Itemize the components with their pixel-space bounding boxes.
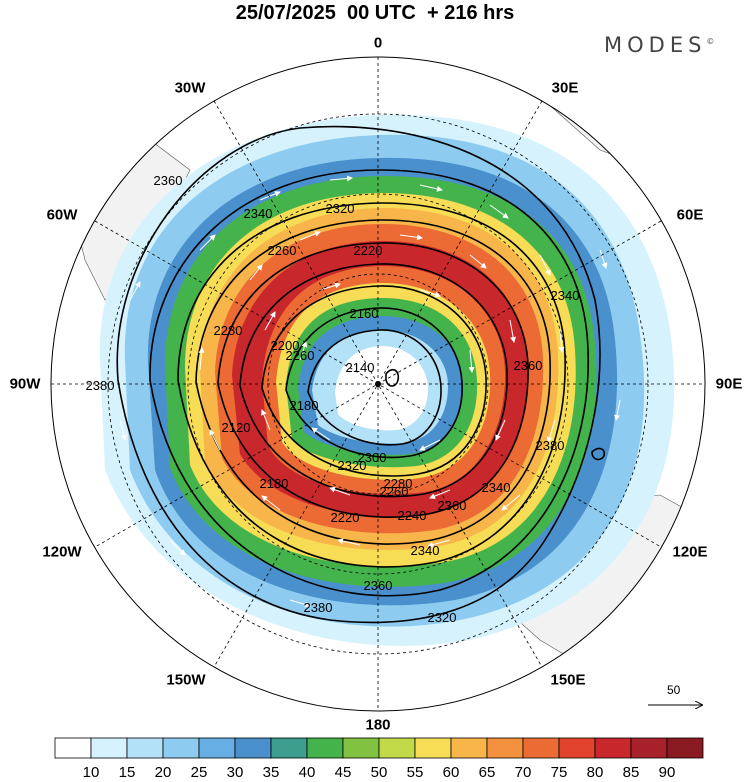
meridian-label-150w: 150W [166,671,206,689]
contour-2140 [307,329,442,446]
meridian-label-90w: 90W [9,375,41,393]
contour-label: 2340 [244,206,273,221]
contour-label: 2280 [384,476,413,491]
meridian-label-120w: 120W [42,543,82,561]
colorbar-swatch [198,737,236,759]
contour-label: 2180 [290,398,319,413]
contour-label: 2260 [286,348,315,363]
colorbar-swatch [414,737,452,759]
contour-label: 2320 [428,610,457,625]
colorbar-tick-label: 75 [550,764,568,781]
colorbar-swatch [342,737,380,759]
meridian-label-90e: 90E [715,375,743,393]
brand-logo: MODES© [604,33,715,57]
contour-label: 2280 [214,323,243,338]
colorbar-swatch [558,737,596,759]
meridian-label-0: 0 [373,34,383,52]
contour-2360 [149,169,590,597]
meridian-label-30w: 30W [174,79,206,97]
contour-label: 2320 [326,201,355,216]
meridian-label-60e: 60E [676,206,704,224]
contour-label: 2120 [222,420,251,435]
contour-label: 2340 [411,543,440,558]
contour-label: 2320 [338,458,367,473]
colorbar-swatch [270,737,308,759]
colorbar-swatch [594,737,632,759]
band-10-core [335,345,428,431]
contour-label: 2300 [358,450,387,465]
colorbar-tick-label: 30 [226,764,244,781]
wind-vectors [119,175,621,608]
contour-label: 2380 [536,438,565,453]
colorbar-tick-label: 40 [298,764,316,781]
contour-label: 2260 [380,484,409,499]
map-boundary [50,56,706,712]
contour-label: 2360 [514,358,543,373]
colorbar-tick-label: 15 [118,764,136,781]
contour-label: 2340 [551,288,580,303]
colorbar-swatch [630,737,668,759]
colorbar-tick-label: 65 [478,764,496,781]
colorbar-swatch [666,737,704,759]
colorbar-swatch [522,737,560,759]
contour-label: 2360 [364,578,393,593]
colorbar [54,737,704,759]
colorbar-swatch [306,737,344,759]
colorbar-tick-label: 50 [370,764,388,781]
colorbar-swatch [54,737,92,759]
colorbar-tick-label: 55 [406,764,424,781]
vector-reference-label: 50 [667,683,681,697]
colorbar-swatch [162,737,200,759]
contour-label: 2160 [350,306,379,321]
contour-label: 2240 [398,508,427,523]
meridian-label-30e: 30E [551,79,579,97]
colorbar-swatch [126,737,164,759]
colorbar-swatch [234,737,272,759]
pole-marker [375,381,381,387]
contour-2120-small [385,368,400,387]
colorbar-tick-label: 60 [442,764,460,781]
contour-label: 2260 [268,243,297,258]
contour-2320 [195,219,551,545]
colorbar-swatch [450,737,488,759]
page-title: 25/07/2025 00 UTC + 216 hrs [235,2,515,24]
meridian-label-120e: 120E [672,543,708,561]
colorbar-swatch [90,737,128,759]
map-disc [74,57,705,701]
contour-2200 [261,285,487,477]
colorbar-tick-label: 45 [334,764,352,781]
contour-label: 2220 [331,510,360,525]
contour-label: 2340 [482,480,511,495]
contour-label: 2220 [354,243,383,258]
contour-2240 [239,263,508,498]
colorbar-tick-label: 25 [190,764,208,781]
contour-label: 2380 [86,378,115,393]
colorbar-swatch [378,737,416,759]
meridian-label-180: 180 [365,716,391,734]
colorbar-tick-label: 80 [586,764,604,781]
colorbar-tick-label: 20 [154,764,172,781]
colorbar-tick-label: 35 [262,764,280,781]
colorbar-swatch [486,737,524,759]
contour-label: 2140 [346,360,375,375]
contour-label: 2200 [271,338,300,353]
colorbar-tick-label: 70 [514,764,532,781]
contour-2380 [116,125,601,624]
meridian-label-150e: 150E [550,671,586,689]
contour-2280 [217,242,529,518]
colorbar-tick-label: 85 [622,764,640,781]
colorbar-tick-label: 90 [658,764,676,781]
contour-label: 2360 [438,498,467,513]
meridian-label-60w: 60W [46,206,78,224]
colorbar-tick-label: 10 [82,764,100,781]
contour-label: 2180 [260,476,289,491]
contour-label: 2360 [154,173,183,188]
contour-label: 2380 [304,600,333,615]
contour-isolated [591,447,606,461]
contour-2160 [285,307,463,459]
